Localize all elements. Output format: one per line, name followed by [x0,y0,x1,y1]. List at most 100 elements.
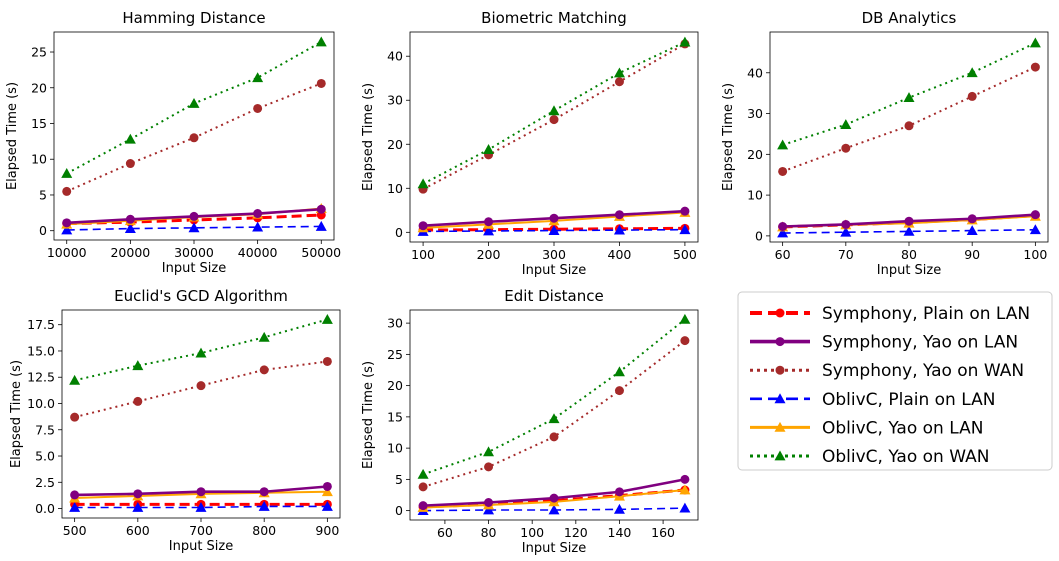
data-point [189,211,199,221]
data-point [778,166,788,176]
data-point [70,490,80,500]
data-point [125,214,135,224]
data-point [252,221,264,232]
data-point [321,486,333,497]
data-point [417,178,429,189]
data-point [841,219,851,229]
legend: Symphony, Plain on LAN Symphony, Yao on L… [737,291,1053,471]
x-tick-label: 800 [252,523,276,538]
series-2 [418,206,690,231]
data-point [322,481,332,491]
x-tick-label: 50000 [301,245,341,260]
data-point [614,210,624,220]
y-tick-label: 15 [31,116,47,131]
data-point [841,143,851,153]
data-point [904,216,914,226]
y-tick-label: 10 [387,181,403,196]
data-point [613,503,625,514]
y-tick-label: 17.5 [27,317,55,332]
series-line [74,505,328,509]
data-point [549,432,559,442]
series-2 [778,210,1040,232]
data-point [321,313,333,324]
x-tick-label: 60 [437,525,453,540]
legend-entry-5: OblivC, Yao on LAN [750,418,983,438]
panel-3: DB Analytics 60 70 80 90 100 0 10 20 30 40 Input Si… [721,9,1049,278]
data-point [418,501,428,511]
data-point [315,36,327,47]
data-point [125,159,135,169]
data-point [124,223,136,233]
data-point [315,220,327,231]
x-tick-label: 80 [481,525,497,540]
x-tick-label: 160 [651,525,675,540]
data-point [777,227,789,238]
data-point [253,103,263,113]
data-point [258,500,270,511]
legend-label: OblivC, Plain on LAN [822,390,995,410]
x-tick-label: 10000 [47,245,87,260]
x-axis-label: Input Size [522,263,586,278]
y-tick-label: 15.0 [27,343,55,358]
series-line [422,318,686,476]
data-point [196,381,206,391]
y-tick-label: 5 [39,187,47,202]
data-point [679,484,691,495]
data-point [321,500,333,511]
data-point [195,501,207,512]
x-tick-label: 300 [542,247,566,262]
legend-marker [775,365,785,375]
data-point [614,386,624,396]
y-tick-label: 10 [747,188,763,203]
x-axis-label: Input Size [162,261,226,276]
y-tick-label: 2.5 [35,475,55,490]
x-tick-label: 40000 [238,245,278,260]
data-point [679,502,691,513]
x-tick-label: 30000 [174,245,214,260]
data-point [966,225,978,235]
data-point [484,217,494,227]
legend-marker [775,308,785,318]
data-point [322,356,332,366]
data-point [549,115,559,125]
legend-marker [774,450,786,461]
series-6 [417,36,691,189]
series-line [74,318,328,382]
panel-title: DB Analytics [862,9,957,27]
y-tick-label: 0 [755,228,763,243]
data-point [316,78,326,88]
data-point [966,67,978,78]
y-tick-label: 0 [39,223,47,238]
panel-title: Euclid's GCD Algorithm [114,287,288,305]
x-axis-label: Input Size [877,263,941,278]
data-point [418,482,428,492]
y-axis-label: Elapsed Time (s) [721,83,736,191]
panel-4: Euclid's GCD Algorithm 500 600 700 800 900 0.0… [9,287,341,554]
y-axis-label: Elapsed Time (s) [361,83,376,191]
series-line [66,225,322,231]
legend-marker [774,393,786,404]
y-tick-label: 20 [387,137,403,152]
data-point [548,413,560,424]
axes-frame [61,309,341,519]
x-tick-label: 80 [901,247,917,262]
legend-marker [775,337,785,347]
x-tick-label: 400 [608,247,632,262]
data-point [196,487,206,497]
y-tick-label: 10.0 [27,396,55,411]
series-4 [417,224,691,236]
axes-frame [409,31,699,243]
data-point [133,396,143,406]
legend-label: Symphony, Yao on LAN [822,333,1018,353]
series-6 [61,36,327,178]
legend-entry-1: Symphony, Plain on LAN [750,304,1030,324]
series-line [782,228,1036,234]
series-4 [69,500,333,512]
data-point [483,225,495,236]
data-point [840,226,852,237]
data-point [62,186,72,196]
data-point [132,501,144,512]
axes-frame [409,309,699,521]
data-point [195,347,207,358]
